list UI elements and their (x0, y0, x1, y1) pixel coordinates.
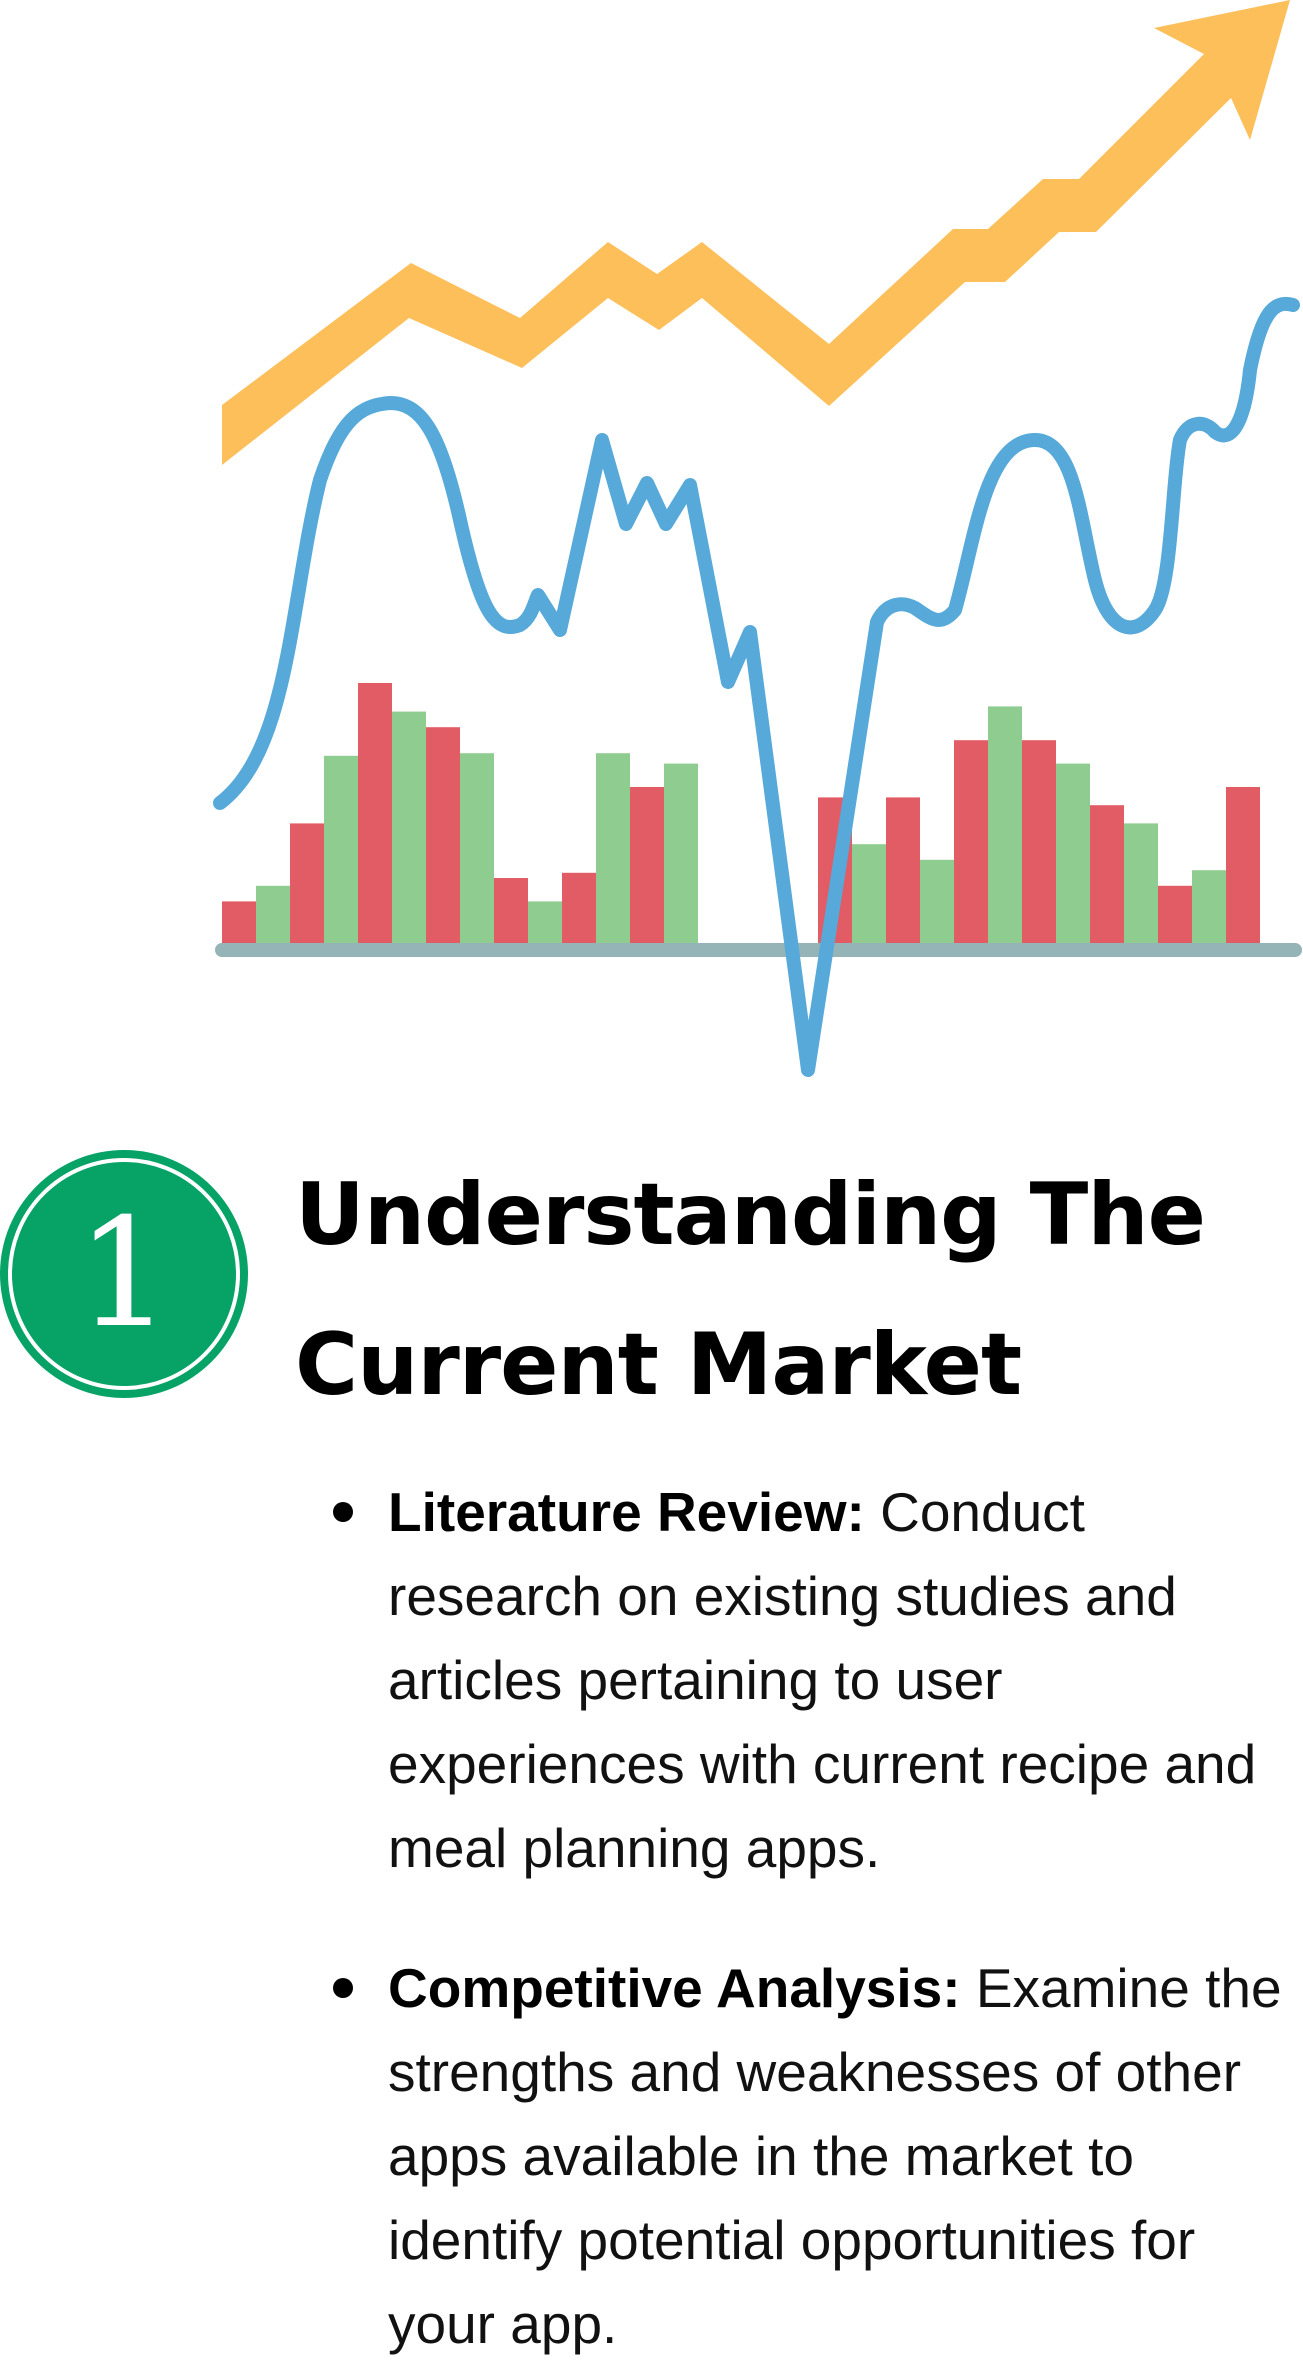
bar (954, 740, 988, 943)
step-number: 1 (76, 1187, 172, 1361)
bar (1022, 740, 1056, 943)
bar (1226, 787, 1260, 943)
bullet-competitive-analysis: Competitive Analysis: Examine the streng… (330, 1946, 1303, 2366)
bar (630, 787, 664, 943)
bullet-term: Competitive Analysis: (388, 1957, 961, 2019)
bar (494, 878, 528, 943)
bullet-term: Literature Review: (388, 1481, 865, 1543)
bar (1056, 763, 1090, 943)
bar (222, 901, 256, 943)
bar (426, 727, 460, 943)
bar (664, 763, 698, 943)
step-number-badge: 1 (0, 1150, 248, 1398)
section-title: Understanding The Current Market (295, 1165, 1206, 1415)
bar (988, 706, 1022, 943)
bar (460, 753, 494, 943)
bullet-list: Literature Review: Conduct research on e… (330, 1470, 1303, 2366)
bar-chart-icon (222, 683, 1260, 943)
bar (596, 753, 630, 943)
line-graph-icon (213, 296, 1300, 1077)
bar (528, 901, 562, 943)
bar (290, 823, 324, 943)
bar (852, 844, 886, 943)
bar (324, 755, 358, 943)
bar (1090, 805, 1124, 943)
bar (562, 872, 596, 943)
trend-arrow-icon (222, 0, 1290, 465)
bar (1192, 870, 1226, 943)
bar (1124, 823, 1158, 943)
bar (886, 797, 920, 943)
bullet-dot-icon (333, 1502, 353, 1522)
bar (1158, 885, 1192, 943)
bullet-text: Conduct research on existing studies and… (388, 1481, 1257, 1879)
bullet-dot-icon (333, 1978, 353, 1998)
bullet-literature-review: Literature Review: Conduct research on e… (330, 1470, 1303, 1890)
badge-ring (8, 1158, 240, 1390)
bar (256, 885, 290, 943)
bar (358, 683, 392, 943)
bullet-text: Examine the strengths and weaknesses of … (388, 1957, 1282, 2355)
bar (920, 859, 954, 943)
market-trend-illustration (213, 0, 1302, 1077)
bar (392, 711, 426, 943)
